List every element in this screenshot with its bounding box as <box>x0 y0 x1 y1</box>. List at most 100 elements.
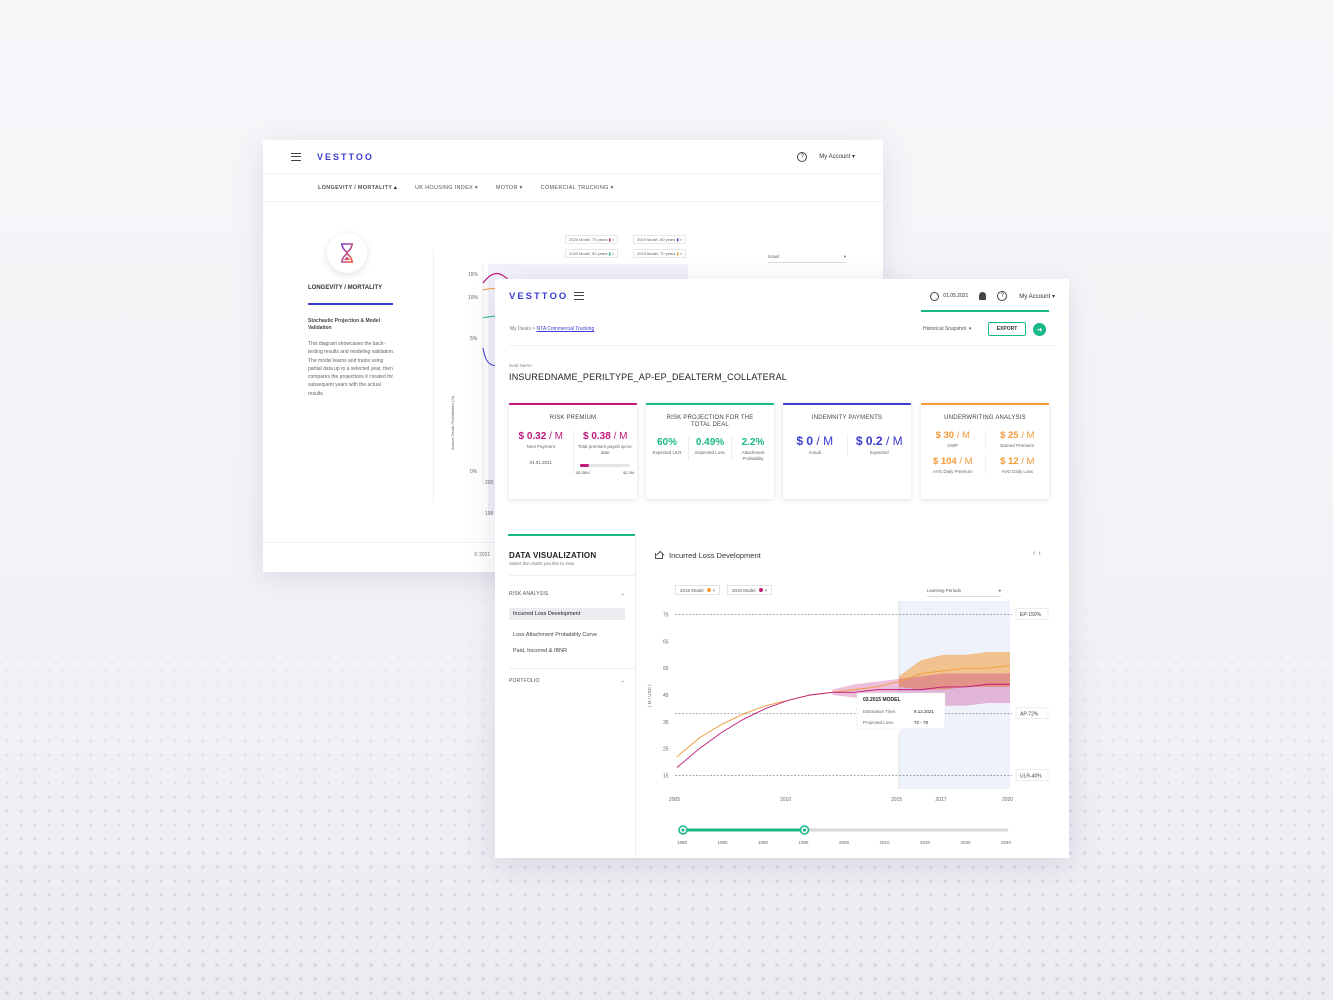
y-tick: 55 <box>663 666 669 672</box>
historical-snapshot-select[interactable]: Historical Snapshot ▾ <box>923 326 972 332</box>
learning-periods-select[interactable]: Learning Periods ▾ <box>927 588 1001 597</box>
chevron-right-icon: › <box>1038 550 1044 557</box>
divider <box>509 345 1055 346</box>
nav-commercial-trucking[interactable]: COMERCIAL TRUCKING ▾ <box>540 184 614 191</box>
total-premium: $ 0.38 / M Total premium payed up-to-dat… <box>572 431 638 475</box>
tooltip-value: 9.12.2021 <box>914 709 935 714</box>
help-icon[interactable]: ? <box>997 291 1008 301</box>
y-tick: 15% <box>468 272 479 278</box>
kpi-risk-projection[interactable]: RISK PROJECTION FOR THE TOTAL DEAL 60% Ex… <box>646 403 774 499</box>
front-header: VESTTOO 01.05.2021 ? My Account ▾ <box>495 279 1069 313</box>
x-tick: 2010 <box>780 797 791 803</box>
divider <box>635 537 636 858</box>
tooltip-arrow <box>896 729 902 733</box>
breadcrumb-root[interactable]: My Deals <box>510 326 531 332</box>
y-tick: 0% <box>470 469 478 475</box>
menu-item-paid-incurred[interactable]: Paid, Incurred & IBNR <box>513 648 568 654</box>
logo[interactable]: VESTTOO <box>317 151 374 162</box>
product-description: This diagram showcases the back-testing … <box>308 341 395 397</box>
hourglass-icon <box>327 233 367 273</box>
kpi-title: UNDERWRITING ANALYSIS <box>944 415 1026 421</box>
chart-pagination[interactable]: ‹› <box>1033 550 1044 557</box>
model-chip-2010[interactable]: 2010 Model × <box>727 585 773 595</box>
y-tick: 10% <box>468 295 479 301</box>
next-payment: $ 0.32 / M Next Payment 04.01.2021 <box>509 431 573 475</box>
legend-chip[interactable]: 2015 Model, 70 years ▮ × <box>633 249 687 258</box>
nav-longevity[interactable]: LONGEVITY / MORTALITY ▴ <box>318 184 398 191</box>
tooltip-title: 03.2015 MODEL <box>863 697 901 703</box>
legend-chip[interactable]: 2019 Model, 80 years ▮ × <box>633 235 687 244</box>
x-tick: 2015 <box>891 797 902 803</box>
product-nav: LONGEVITY / MORTALITY ▴ UK HOUSING INDEX… <box>263 174 883 202</box>
y-tick: 65 <box>663 639 669 645</box>
deal-name-label: Deal Name: <box>509 363 533 368</box>
section-portfolio[interactable]: PORTFOLIO ⌄ <box>509 678 625 684</box>
reference-label: EP-150% <box>1020 612 1042 618</box>
series-line <box>676 665 1011 758</box>
reference-label: AP-72% <box>1020 712 1039 718</box>
kpi-title: INDEMNITY PAYMENTS <box>811 415 883 421</box>
reference-label-box <box>1015 769 1049 781</box>
bell-icon[interactable] <box>979 292 987 300</box>
menu-icon[interactable] <box>291 152 301 161</box>
current-date[interactable]: 01.05.2021 <box>943 293 969 299</box>
slider-tick: 2010 <box>880 840 891 845</box>
data-viz-subtitle: Select the charts you like to view <box>509 561 575 566</box>
kpi-title: RISK PREMIUM <box>549 415 597 421</box>
y-axis-label: ( M / USD ) <box>647 684 652 707</box>
slider-tick: 1980 <box>677 840 688 845</box>
legend-chip[interactable]: 2025 Model, 70 years ▮ × <box>565 235 619 244</box>
menu-icon[interactable] <box>574 292 585 300</box>
deal-name: INSUREDNAME_PERILTYPE_AP-EP_DEALTERM_COL… <box>509 372 787 382</box>
breadcrumb-current[interactable]: NTA Commercial Trucking <box>536 326 595 332</box>
y-tick: 25 <box>663 747 669 753</box>
logo[interactable]: VESTTOO <box>509 290 569 302</box>
export-button[interactable]: EXPORT <box>988 322 1026 336</box>
data-viz-title: DATA VISUALIZATION <box>509 551 597 560</box>
account-menu[interactable]: My Account ▾ <box>1019 293 1055 300</box>
reference-label-box <box>1015 608 1049 620</box>
product-subtitle: Stochastic Projection & Model Validation <box>308 318 380 331</box>
title-underline <box>308 303 393 305</box>
reference-label: ULR-40% <box>1020 773 1042 779</box>
chevron-down-icon: ⌄ <box>620 591 625 597</box>
x-tick: 2017 <box>935 797 946 803</box>
slider-tick: 1990 <box>758 840 769 845</box>
help-icon[interactable]: ? <box>797 151 808 162</box>
arrow-right-icon[interactable]: ➜ <box>1033 323 1046 336</box>
home-icon <box>655 552 663 559</box>
kpi-indemnity-payments[interactable]: INDEMNITY PAYMENTS $ 0 / M Actual $ 0.2 /… <box>783 403 911 499</box>
nav-uk-housing[interactable]: UK HOUSING INDEX ▾ <box>415 184 478 191</box>
model-chip-2015[interactable]: 2015 Model × <box>675 585 721 595</box>
reference-label-box <box>1015 707 1049 720</box>
country-select[interactable]: Israel ▾ <box>768 254 846 263</box>
y-tick: 15 <box>663 774 669 780</box>
nav-motor[interactable]: MOTOR ▾ <box>495 184 523 191</box>
series-line <box>676 683 1010 768</box>
breadcrumb: My Deals > NTA Commercial Trucking <box>510 326 595 332</box>
y-tick: 5% <box>470 336 478 342</box>
legend-chip[interactable]: 2020 Model, 80 years ▮ × <box>565 249 619 258</box>
y-axis-label: Annual Death Probabilities (%) <box>450 395 455 450</box>
incurred-loss-chart: 15 25 35 45 55 65 75 2005 2010 2015 2017 2020 ( M / … <box>647 601 1049 845</box>
menu-item-incurred-loss[interactable]: Incurred Loss Development <box>509 608 625 620</box>
y-tick: 35 <box>663 720 669 726</box>
section-active-indicator <box>508 534 635 536</box>
slider-tick: 2000 <box>839 840 850 845</box>
kpi-risk-premium[interactable]: RISK PREMIUM $ 0.32 / M Next Payment 04.… <box>509 403 637 499</box>
kpi-underwriting-analysis[interactable]: UNDERWRITING ANALYSIS $ 30 / M GWP $ 25 /… <box>921 403 1049 499</box>
x-tick: 200 <box>485 480 494 486</box>
y-tick: 75 <box>663 612 669 618</box>
clock-icon <box>930 291 940 301</box>
slider-tick: 2030 <box>961 840 972 845</box>
slider-tick: 2020 <box>920 840 931 845</box>
menu-item-loss-attachment[interactable]: Loss Attachment Probability Curve <box>513 632 598 638</box>
tooltip-value: 72 - 78 <box>914 720 929 725</box>
header-active-indicator <box>921 310 1049 312</box>
slider-handle-dot <box>681 828 685 832</box>
account-menu[interactable]: My Account ▾ <box>819 154 855 160</box>
section-risk-analysis[interactable]: RISK ANALYSIS ⌄ <box>509 591 625 597</box>
premium-progress-bar <box>580 464 631 467</box>
x-tick: 2020 <box>1002 797 1013 803</box>
x-tick: 2005 <box>669 797 680 803</box>
